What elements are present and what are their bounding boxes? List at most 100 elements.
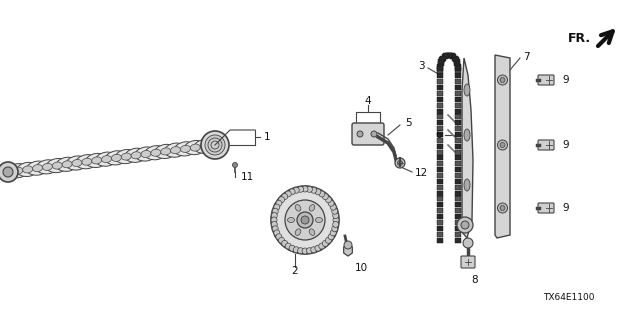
Bar — [437, 138, 443, 143]
Ellipse shape — [155, 144, 177, 158]
Circle shape — [302, 248, 308, 254]
Bar — [442, 54, 448, 59]
Ellipse shape — [141, 150, 151, 157]
Circle shape — [289, 189, 295, 195]
Ellipse shape — [72, 159, 82, 166]
Ellipse shape — [7, 164, 29, 178]
Circle shape — [328, 234, 334, 240]
Bar — [455, 85, 461, 90]
Ellipse shape — [175, 142, 196, 156]
Circle shape — [311, 247, 317, 253]
Circle shape — [395, 158, 405, 168]
Bar — [440, 57, 445, 62]
Text: 5: 5 — [405, 118, 412, 128]
Bar — [437, 73, 443, 78]
FancyBboxPatch shape — [538, 203, 554, 213]
Ellipse shape — [309, 204, 315, 211]
Circle shape — [330, 204, 336, 210]
Bar — [455, 68, 461, 73]
Ellipse shape — [86, 153, 108, 167]
FancyBboxPatch shape — [352, 123, 384, 145]
Circle shape — [397, 161, 403, 165]
Ellipse shape — [200, 143, 210, 150]
Bar — [445, 53, 451, 58]
Circle shape — [371, 131, 377, 137]
Ellipse shape — [464, 84, 470, 96]
Circle shape — [278, 197, 285, 203]
Bar — [437, 97, 443, 102]
Text: 12: 12 — [415, 168, 428, 178]
Circle shape — [297, 212, 313, 228]
Circle shape — [500, 205, 505, 211]
Bar — [437, 79, 443, 84]
Bar — [437, 237, 443, 243]
Bar — [447, 53, 454, 58]
Ellipse shape — [42, 163, 52, 170]
Circle shape — [325, 197, 332, 203]
Circle shape — [302, 186, 308, 192]
Circle shape — [271, 221, 277, 228]
Ellipse shape — [52, 162, 62, 169]
Ellipse shape — [161, 148, 171, 155]
Circle shape — [323, 194, 328, 200]
Ellipse shape — [184, 140, 206, 155]
Bar — [437, 126, 443, 131]
Ellipse shape — [13, 167, 23, 174]
Circle shape — [276, 234, 282, 240]
Circle shape — [272, 208, 278, 214]
Ellipse shape — [46, 158, 68, 173]
Bar — [449, 53, 455, 58]
Bar — [437, 114, 443, 119]
Bar — [443, 53, 449, 58]
Bar — [455, 91, 461, 96]
Text: 9: 9 — [562, 140, 568, 150]
Ellipse shape — [0, 165, 19, 179]
Ellipse shape — [17, 162, 38, 177]
Circle shape — [232, 163, 237, 167]
Bar — [455, 120, 461, 125]
Bar — [455, 208, 461, 213]
Circle shape — [500, 77, 505, 83]
Bar — [437, 161, 443, 166]
Ellipse shape — [295, 229, 301, 236]
Bar — [455, 132, 461, 137]
Circle shape — [457, 217, 473, 233]
Ellipse shape — [125, 148, 147, 162]
Ellipse shape — [135, 147, 157, 161]
Ellipse shape — [66, 156, 88, 170]
Bar — [437, 132, 443, 137]
Text: 3: 3 — [419, 61, 425, 71]
Ellipse shape — [204, 138, 226, 152]
Ellipse shape — [56, 157, 78, 172]
Circle shape — [330, 230, 336, 236]
Circle shape — [333, 212, 339, 219]
Bar — [437, 185, 443, 190]
Polygon shape — [344, 244, 353, 256]
Bar — [437, 149, 443, 155]
Circle shape — [298, 186, 303, 192]
Ellipse shape — [92, 157, 102, 164]
Circle shape — [497, 203, 508, 213]
FancyBboxPatch shape — [461, 256, 475, 268]
Circle shape — [325, 237, 332, 243]
Bar — [455, 196, 461, 202]
Text: 11: 11 — [241, 172, 254, 182]
Ellipse shape — [106, 151, 127, 165]
Bar — [437, 68, 443, 73]
Text: 1: 1 — [264, 132, 271, 142]
Ellipse shape — [122, 153, 131, 160]
Ellipse shape — [62, 161, 72, 168]
Circle shape — [285, 191, 291, 197]
Bar — [437, 232, 443, 236]
Bar — [455, 226, 461, 231]
Ellipse shape — [295, 204, 301, 211]
Bar — [455, 103, 461, 108]
Ellipse shape — [115, 149, 137, 164]
Circle shape — [333, 217, 339, 223]
Bar — [437, 173, 443, 178]
Circle shape — [332, 226, 338, 232]
Circle shape — [319, 191, 324, 197]
Circle shape — [497, 140, 508, 150]
Polygon shape — [495, 55, 510, 238]
Text: TX64E1100: TX64E1100 — [543, 293, 595, 302]
